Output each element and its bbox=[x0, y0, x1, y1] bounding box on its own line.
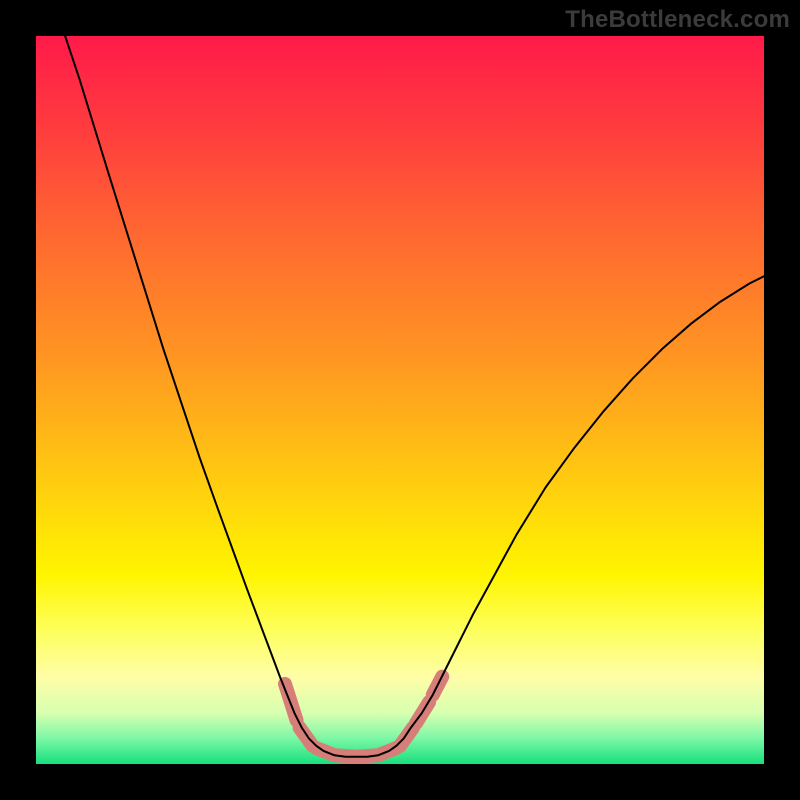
chart-stage: TheBottleneck.com bbox=[0, 0, 800, 800]
chart-svg bbox=[36, 36, 764, 764]
watermark-text: TheBottleneck.com bbox=[565, 6, 790, 34]
plot-area bbox=[36, 36, 764, 764]
gradient-background bbox=[36, 36, 764, 764]
